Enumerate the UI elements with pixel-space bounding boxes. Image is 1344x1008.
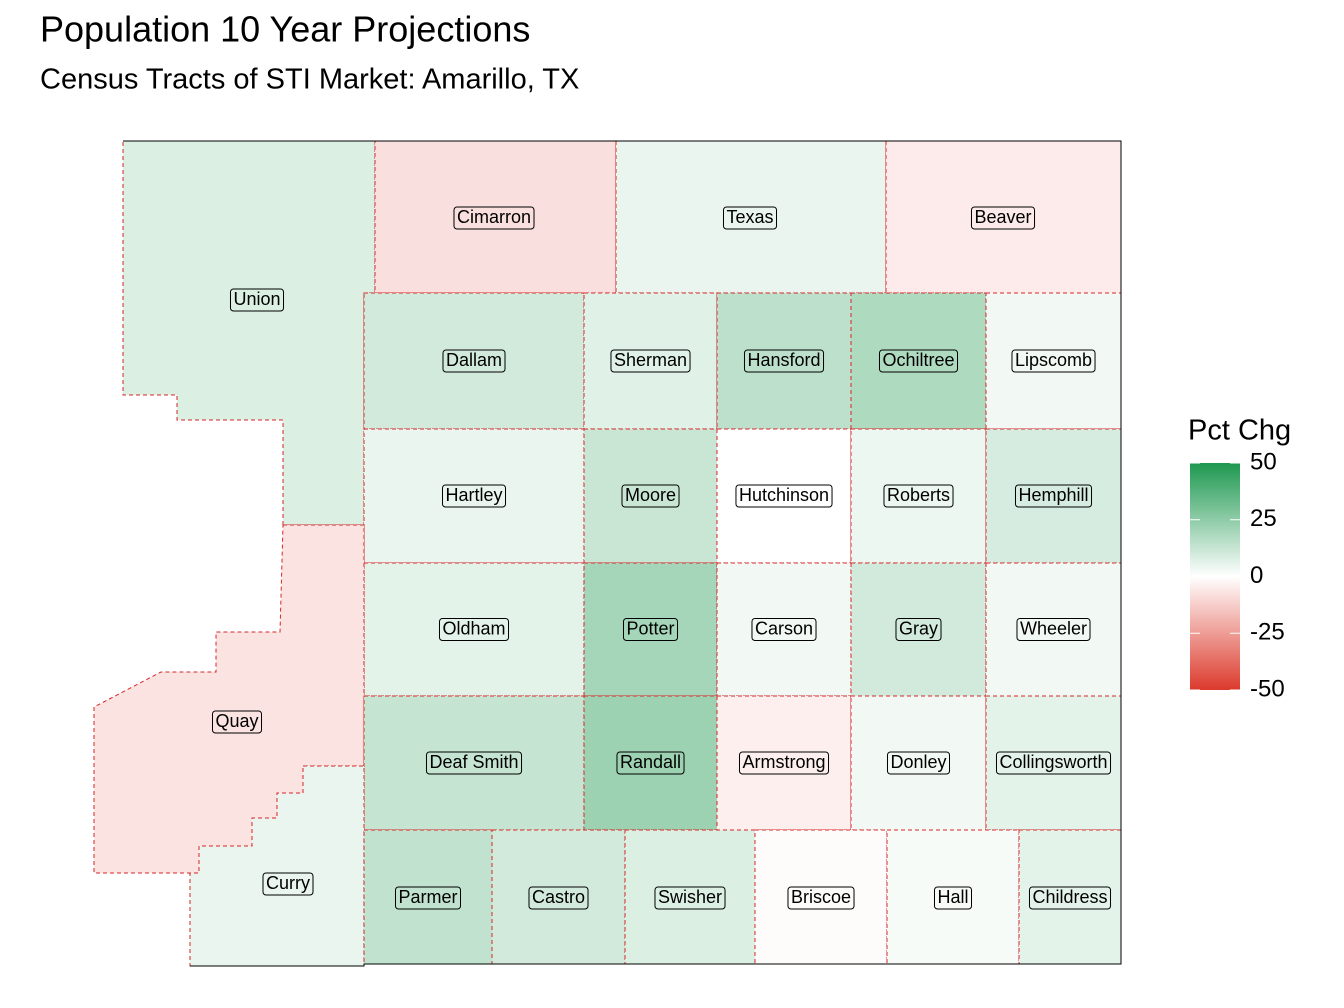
outline — [123, 140, 1122, 967]
legend-tick-label: -25 — [1250, 619, 1285, 646]
label-box — [453, 206, 535, 230]
county-label: Moore — [625, 485, 676, 505]
label-box — [787, 886, 855, 910]
label-box — [229, 288, 285, 312]
county-label: Gray — [899, 618, 938, 638]
label-box — [878, 349, 959, 373]
legend-tick-label: 25 — [1250, 505, 1277, 532]
label-box — [1028, 886, 1112, 910]
county-label: Sherman — [614, 350, 687, 370]
title: Population 10 Year Projections — [40, 9, 530, 50]
regions — [93, 140, 1122, 967]
county-label: Cimarron — [457, 207, 531, 227]
legend: 50 25 0 -25 -50 — [1190, 448, 1285, 702]
county-label: Deaf Smith — [429, 752, 518, 772]
county-label: Castro — [532, 887, 585, 907]
county-label: Childress — [1032, 887, 1107, 907]
county-label: Randall — [620, 752, 681, 772]
county — [1018, 829, 1122, 965]
county-label: Hartley — [445, 485, 502, 505]
county-label: Carson — [755, 618, 813, 638]
label-box — [1016, 618, 1091, 641]
county-label: Hall — [937, 887, 968, 907]
county-label: Swisher — [658, 887, 722, 907]
county-label: Roberts — [887, 485, 950, 505]
label-box — [262, 872, 314, 896]
label-box — [425, 751, 523, 775]
label-box — [735, 484, 833, 508]
label-box — [621, 484, 680, 508]
county-label: Hansford — [747, 350, 820, 370]
county-label: Beaver — [974, 207, 1031, 227]
legend-tick-label: 50 — [1250, 448, 1277, 475]
county — [363, 292, 585, 430]
label-box — [751, 618, 817, 641]
subtitle: Census Tracts of STI Market: Amarillo, T… — [40, 64, 579, 96]
legend-tick-label: 0 — [1250, 562, 1263, 589]
label-box — [610, 349, 691, 373]
label-box — [933, 886, 973, 910]
label-box — [654, 886, 726, 910]
county-label: Collingsworth — [999, 752, 1107, 772]
label-box — [995, 751, 1112, 775]
legend-title: Pct Chg — [1188, 415, 1291, 447]
county — [850, 292, 987, 430]
county-label: Ochiltree — [882, 350, 954, 370]
county — [985, 292, 1122, 430]
county-label: Hutchinson — [739, 485, 829, 505]
label-box — [441, 484, 507, 508]
county-label: Potter — [626, 618, 674, 638]
county-label: Briscoe — [791, 887, 851, 907]
label-box — [616, 751, 685, 775]
label-box — [442, 349, 506, 373]
label-box — [970, 206, 1036, 230]
county-label: Texas — [726, 207, 773, 227]
county-label: Dallam — [446, 350, 502, 370]
label-box — [528, 886, 589, 910]
label-box — [211, 710, 263, 734]
label-box — [743, 349, 825, 373]
label-box — [394, 886, 462, 910]
label-box — [886, 751, 951, 775]
label-box — [438, 618, 510, 641]
county-label: Lipscomb — [1015, 350, 1092, 370]
county-label: Donley — [890, 752, 946, 772]
county-label: Wheeler — [1020, 618, 1087, 638]
county-label: Hemphill — [1018, 485, 1088, 505]
county-label: Quay — [215, 711, 258, 731]
county-label: Curry — [266, 873, 310, 893]
county-label: Oldham — [442, 618, 505, 638]
county — [122, 140, 376, 526]
county-label: Armstrong — [742, 752, 825, 772]
legend-tick-label: -50 — [1250, 675, 1285, 702]
county-label: Parmer — [398, 887, 457, 907]
county — [624, 829, 756, 965]
label-box — [1014, 484, 1093, 508]
label-box — [722, 206, 778, 230]
county-label: Union — [233, 289, 280, 309]
label-box — [895, 618, 942, 641]
label-box — [738, 751, 830, 775]
labels: Union Cimarron Texas Beaver Dallam Sherman Han… — [211, 206, 1112, 910]
label-box — [1011, 349, 1096, 373]
label-box — [622, 618, 679, 641]
label-box — [883, 484, 954, 508]
